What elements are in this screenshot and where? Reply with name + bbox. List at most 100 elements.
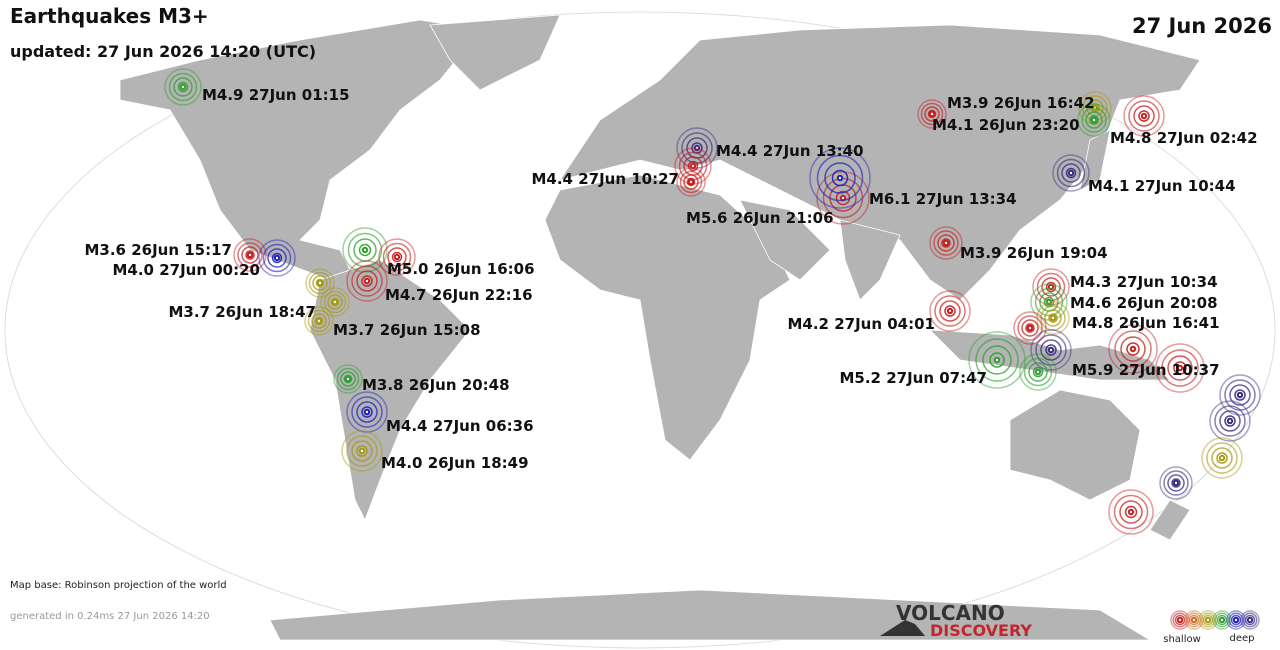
generated: generated in 0.24ms 27 Jun 2026 14:20 [10, 611, 210, 622]
marker-ring [1052, 154, 1090, 192]
marker-ring [1124, 505, 1138, 519]
quake-marker [1019, 353, 1057, 391]
marker-ring [305, 268, 335, 298]
marker-core [361, 246, 369, 254]
marker-core [942, 239, 950, 247]
new-zealand [1149, 499, 1191, 541]
quake-label: M4.1 27Jun 10:44 [1088, 177, 1236, 195]
quake-marker [342, 227, 388, 273]
quake-marker [1159, 466, 1193, 500]
marker-core [687, 178, 695, 186]
quake-label: M5.0 26Jun 16:06 [387, 260, 535, 278]
marker-core [1176, 616, 1184, 624]
marker-ring [271, 252, 283, 264]
marker-ring [1163, 470, 1189, 496]
marker-ring [312, 275, 328, 291]
marker-core [693, 144, 701, 152]
marker-ring [1224, 415, 1236, 427]
marker-core [393, 253, 401, 261]
marker-core [1067, 169, 1075, 177]
logo-volcano [880, 620, 925, 636]
marker-ring [937, 234, 955, 252]
marker-ring [358, 243, 372, 257]
quake-marker [346, 260, 388, 302]
marker-ring [1242, 612, 1258, 628]
quake-label: M3.9 26Jun 19:04 [960, 244, 1108, 262]
marker-core [315, 317, 323, 325]
marker-ring [1206, 442, 1238, 474]
marker-core [1172, 479, 1180, 487]
marker-ring [1108, 489, 1154, 535]
marker-ring [1167, 474, 1185, 492]
marker-ring [1077, 103, 1111, 137]
marker-ring [1188, 614, 1200, 626]
marker-ring [676, 167, 706, 197]
marker-ring [391, 251, 403, 263]
marker-ring [1216, 614, 1228, 626]
marker-ring [816, 171, 870, 225]
marker-core [1129, 345, 1137, 353]
marker-ring [307, 309, 331, 333]
quake-marker [1030, 329, 1072, 371]
quake-label: M4.8 26Jun 16:41 [1072, 314, 1220, 332]
marker-ring [1065, 167, 1077, 179]
marker-core [1226, 417, 1234, 425]
marker-ring [262, 243, 292, 273]
marker-ring [929, 226, 963, 260]
marker-core [358, 447, 366, 455]
marker-ring [1119, 500, 1143, 524]
marker-ring [917, 99, 947, 129]
marker-ring [351, 265, 383, 297]
quake-label: M6.1 27Jun 13:34 [869, 190, 1017, 208]
marker-core [928, 110, 936, 118]
logo: VOLCANO DISCOVERY [880, 601, 1032, 640]
legend-marker [1226, 610, 1246, 630]
quake-label: M4.3 27Jun 10:34 [1070, 273, 1218, 291]
marker-ring [975, 338, 1019, 382]
quake-marker [917, 99, 947, 129]
marker-ring [351, 440, 373, 462]
marker-core [331, 298, 339, 306]
marker-ring [679, 170, 703, 194]
marker-ring [816, 154, 864, 202]
marker-ring [346, 391, 388, 433]
india [839, 219, 901, 301]
marker-ring [1244, 614, 1256, 626]
marker-ring [1174, 614, 1186, 626]
marker-ring [387, 247, 407, 267]
marker-ring [1133, 105, 1155, 127]
quake-marker [258, 239, 296, 277]
marker-ring [1126, 342, 1140, 356]
marker-ring [343, 374, 353, 384]
marker-ring [1061, 163, 1081, 183]
arabia [739, 199, 831, 281]
quake-label: M3.6 26Jun 15:17 [84, 241, 232, 259]
quake-marker [1030, 283, 1068, 321]
marker-ring [1048, 313, 1058, 323]
marker-ring [1120, 336, 1146, 362]
marker-ring [1114, 330, 1152, 368]
marker-ring [1035, 334, 1067, 366]
marker-ring [1044, 309, 1062, 327]
marker-ring [1056, 158, 1086, 188]
marker-ring [920, 102, 944, 126]
marker-ring [924, 106, 940, 122]
marker-core [1246, 616, 1254, 624]
quake-marker [1032, 268, 1070, 306]
quake-marker [233, 238, 267, 272]
marker-ring [927, 109, 937, 119]
quake-label: M4.4 27Jun 10:27 [531, 170, 679, 188]
marker-ring [1229, 384, 1251, 406]
marker-ring [1025, 323, 1035, 333]
marker-ring [327, 294, 343, 310]
updated: updated: 27 Jun 2026 14:20 (UTC) [10, 42, 316, 61]
marker-ring [382, 242, 412, 272]
quake-marker [378, 238, 416, 276]
marker-ring [267, 248, 287, 268]
quake-marker [1155, 343, 1205, 393]
marker-ring [982, 345, 1012, 375]
marker-ring [1211, 447, 1233, 469]
legend-deep: deep [1230, 633, 1255, 644]
legend-marker [1184, 610, 1204, 630]
marker-ring [1159, 466, 1193, 500]
